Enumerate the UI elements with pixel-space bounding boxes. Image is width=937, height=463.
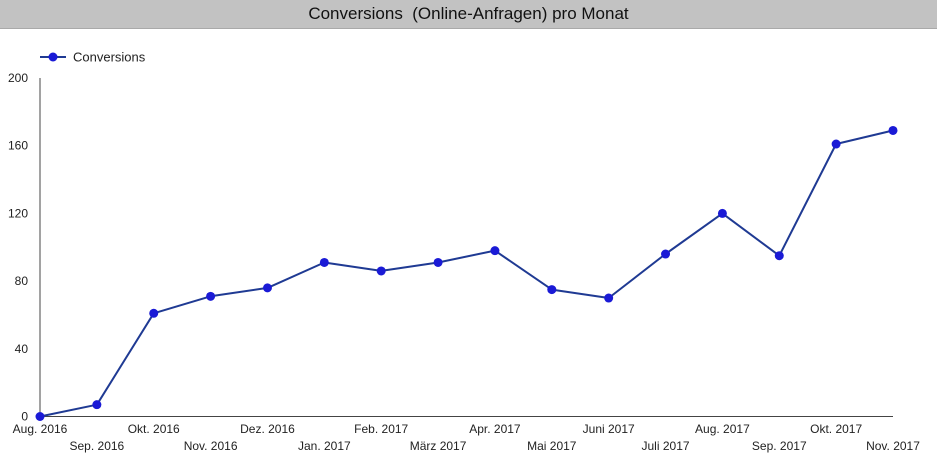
y-tick-label: 200 xyxy=(8,71,28,85)
y-tick-label: 120 xyxy=(8,206,28,220)
data-point xyxy=(92,400,102,410)
x-tick-label: Nov. 2017 xyxy=(866,439,920,453)
x-tick-label: Okt. 2016 xyxy=(128,422,180,436)
x-tick-label: Aug. 2017 xyxy=(695,422,750,436)
data-point xyxy=(661,249,671,259)
x-tick-label: Aug. 2016 xyxy=(13,422,68,436)
y-tick-label: 80 xyxy=(15,274,29,288)
x-tick-label: Okt. 2017 xyxy=(810,422,862,436)
x-tick-label: Mai 2017 xyxy=(527,439,577,453)
series-line-conversions xyxy=(39,129,894,418)
data-points xyxy=(35,125,898,421)
data-point xyxy=(774,251,784,261)
y-tick-label: 160 xyxy=(8,139,28,153)
legend-marker xyxy=(48,52,58,62)
data-point xyxy=(831,139,841,149)
x-tick-label: Sep. 2016 xyxy=(70,439,125,453)
legend-label: Conversions xyxy=(73,50,146,65)
y-tick-label: 40 xyxy=(15,342,29,356)
data-point xyxy=(35,412,45,421)
data-point xyxy=(490,246,500,256)
x-tick-label: Apr. 2017 xyxy=(469,422,521,436)
y-tick-label: 0 xyxy=(21,410,28,424)
x-tick-label: März 2017 xyxy=(410,439,467,453)
x-tick-label: Jan. 2017 xyxy=(298,439,351,453)
x-tick-label: Juli 2017 xyxy=(642,439,690,453)
data-point xyxy=(319,257,329,267)
data-point xyxy=(149,308,159,318)
data-point xyxy=(604,293,614,303)
x-tick-label: Juni 2017 xyxy=(583,422,635,436)
chart-title-bar: Conversions (Online-Anfragen) pro Monat xyxy=(0,0,937,29)
data-point xyxy=(376,266,386,276)
data-point xyxy=(206,291,216,301)
chart-title: Conversions (Online-Anfragen) pro Monat xyxy=(308,4,629,23)
data-point xyxy=(888,125,898,135)
x-tick-label: Nov. 2016 xyxy=(184,439,238,453)
data-point xyxy=(717,208,727,218)
legend: Conversions xyxy=(40,50,146,65)
data-point xyxy=(433,257,443,267)
data-point xyxy=(547,285,557,295)
x-tick-label: Feb. 2017 xyxy=(354,422,408,436)
y-tick-labels: 0 40 80 120 160 200 xyxy=(8,71,28,424)
data-point xyxy=(262,283,272,293)
x-tick-label: Sep. 2017 xyxy=(752,439,807,453)
x-tick-label: Dez. 2016 xyxy=(240,422,295,436)
